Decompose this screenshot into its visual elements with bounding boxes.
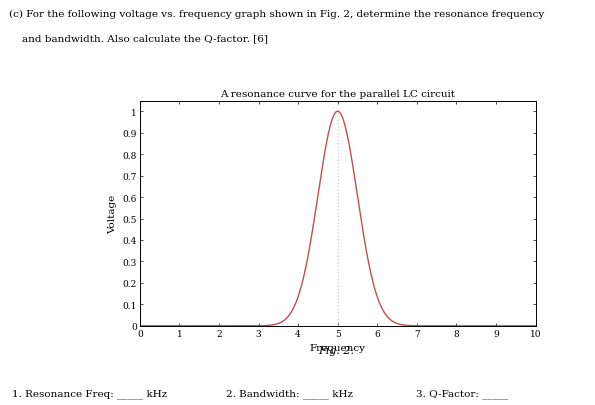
X-axis label: Frequency: Frequency — [309, 343, 366, 352]
Text: 3. Q-Factor: _____: 3. Q-Factor: _____ — [416, 388, 509, 398]
Text: 1. Resonance Freq: _____ kHz: 1. Resonance Freq: _____ kHz — [12, 388, 167, 398]
Text: and bandwidth. Also calculate the Q-factor. [6]: and bandwidth. Also calculate the Q-fact… — [9, 34, 268, 43]
Title: A resonance curve for the parallel LC circuit: A resonance curve for the parallel LC ci… — [220, 90, 455, 99]
Y-axis label: Voltage: Voltage — [108, 194, 117, 233]
Text: 2. Bandwidth: _____ kHz: 2. Bandwidth: _____ kHz — [226, 388, 353, 398]
Text: (c) For the following voltage vs. frequency graph shown in Fig. 2, determine the: (c) For the following voltage vs. freque… — [9, 10, 544, 19]
Text: Fig. 2.: Fig. 2. — [318, 345, 354, 355]
